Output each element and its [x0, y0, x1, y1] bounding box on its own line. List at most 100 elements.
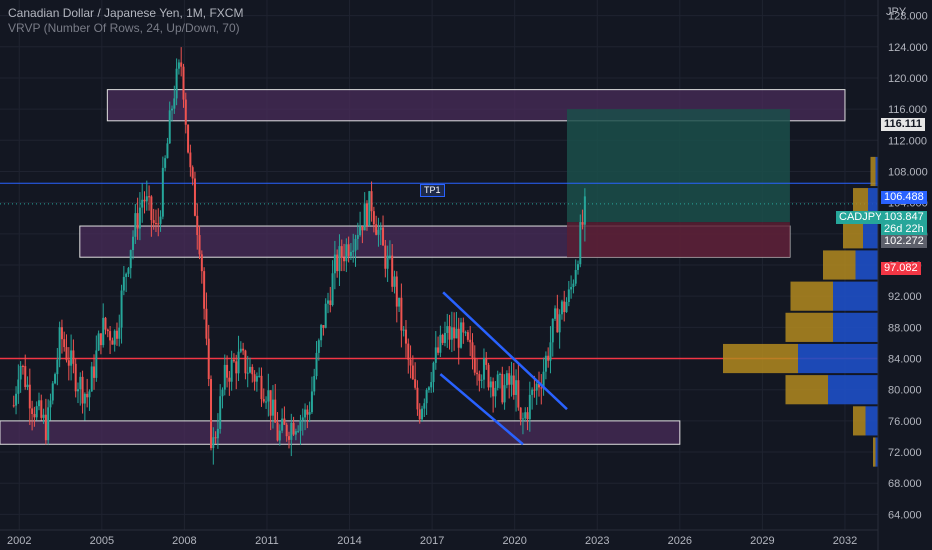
target-zone — [566, 109, 790, 223]
candle-body — [524, 412, 527, 419]
candle-body — [191, 167, 194, 179]
candle-body — [547, 355, 550, 361]
candle-body — [118, 327, 121, 339]
vp-up-bar — [868, 188, 878, 218]
candle-body — [152, 220, 155, 224]
long-position-box[interactable] — [566, 109, 790, 258]
candle-body — [409, 359, 412, 366]
vp-down-bar — [785, 312, 833, 342]
candle-body — [432, 362, 435, 383]
candle-body — [76, 389, 79, 392]
candle-body — [499, 373, 502, 375]
candle-body — [515, 380, 518, 395]
candle-body — [226, 364, 229, 378]
candle-body — [271, 399, 274, 416]
candle-body — [200, 254, 203, 272]
candle-body — [122, 276, 125, 291]
candle-body — [285, 424, 288, 437]
candle-body — [400, 297, 403, 331]
candle-body — [395, 276, 398, 307]
vp-down-bar — [785, 375, 828, 405]
vp-down-bar — [823, 250, 856, 280]
candle-body — [576, 264, 579, 270]
vp-down-bar — [853, 406, 866, 436]
candle-body — [384, 245, 387, 269]
candle-body — [49, 400, 52, 408]
candle-body — [246, 372, 249, 374]
candle-body — [93, 366, 96, 378]
price-tick-label: 116.000 — [888, 104, 927, 116]
indicator-legend[interactable]: VRVP (Number Of Rows, 24, Up/Down, 70) — [8, 21, 240, 35]
candle-body — [453, 327, 456, 339]
candle-body — [35, 406, 38, 418]
candle-body — [54, 374, 57, 384]
candle-body — [322, 325, 325, 328]
candle-body — [219, 396, 222, 429]
candle-body — [443, 332, 446, 343]
candle-body — [141, 199, 144, 208]
candle-body — [104, 317, 107, 330]
candle-body — [239, 348, 242, 352]
candle-body — [382, 227, 385, 246]
time-axis[interactable]: 2002 2005 2008 2011 2014 2017 2020 2023 2026 2029… — [0, 529, 878, 547]
candle-body — [531, 389, 534, 395]
channel-lower-line — [439, 373, 524, 446]
candle-body — [12, 405, 15, 407]
candle-body — [331, 273, 334, 306]
candle-body — [132, 236, 135, 251]
candle-body — [111, 340, 114, 345]
candle-body — [56, 359, 59, 375]
candle-body — [551, 318, 554, 343]
candle-body — [434, 347, 437, 363]
candle-body — [171, 108, 174, 111]
vp-down-bar — [873, 437, 876, 467]
candle-body — [455, 328, 458, 339]
candle-body — [24, 366, 27, 388]
tp1-label[interactable]: TP1 — [420, 184, 445, 197]
candle-body — [565, 302, 568, 313]
candle-body — [127, 268, 130, 274]
candle-body — [450, 327, 453, 340]
candle-body — [184, 99, 187, 125]
candle-body — [212, 437, 215, 449]
candle-body — [414, 379, 417, 388]
candle-body — [556, 308, 559, 333]
price-tick-label: 80.000 — [888, 385, 922, 397]
candle-body — [175, 68, 178, 99]
candle-body — [370, 191, 373, 212]
price-tick-label: 92.000 — [888, 291, 922, 303]
candle-body — [205, 308, 208, 339]
candle-body — [242, 348, 245, 351]
candle-body — [79, 376, 82, 390]
candle-body — [88, 391, 91, 398]
candle-body — [421, 408, 424, 420]
candle-body — [441, 334, 444, 343]
candle-body — [549, 342, 552, 361]
candle-body — [338, 246, 341, 272]
candle-body — [361, 226, 364, 231]
vp-up-bar — [875, 437, 878, 467]
candle-body — [423, 403, 426, 409]
candle-body — [86, 393, 89, 398]
candle-body — [505, 373, 508, 386]
price-tag-zone: 116.111 — [881, 118, 925, 131]
candle-body — [388, 255, 391, 257]
candle-body — [554, 308, 557, 319]
candle-body — [574, 269, 577, 284]
candle-body — [544, 355, 547, 372]
candle-body — [17, 379, 20, 394]
candle-body — [134, 213, 137, 237]
candle-body — [349, 251, 352, 256]
candle-body — [154, 223, 157, 225]
candle-body — [570, 287, 573, 290]
price-axis[interactable]: 64.000 68.000 72.000 76.000 80.000 84.000 88.0… — [877, 0, 932, 550]
candle-body — [359, 226, 362, 236]
candle-body — [33, 413, 36, 418]
candle-body — [579, 222, 582, 265]
channel-lines[interactable] — [439, 291, 568, 446]
candle-body — [560, 301, 563, 315]
candle-body — [143, 199, 146, 202]
candle-body — [203, 271, 206, 309]
candle-body — [70, 350, 73, 366]
